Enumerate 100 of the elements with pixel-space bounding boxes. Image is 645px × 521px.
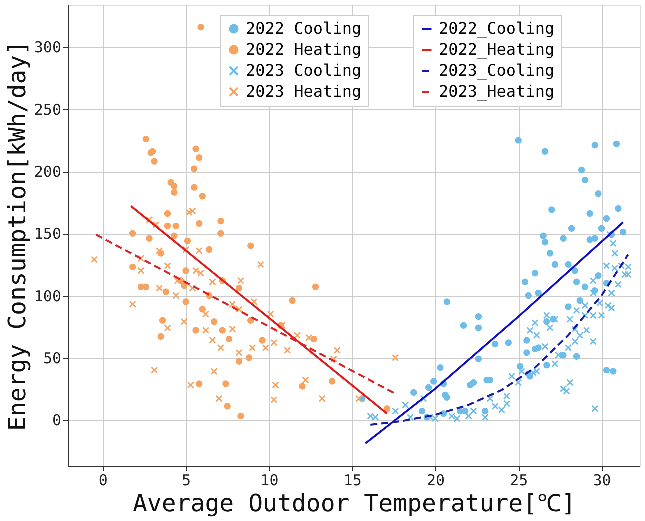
point (142, 136, 150, 143)
point (192, 327, 200, 334)
point (209, 337, 216, 344)
point (142, 284, 150, 290)
line-series (364, 221, 624, 445)
x-tick-label: 0 (98, 472, 108, 490)
point (284, 347, 291, 354)
point (329, 378, 336, 385)
point (229, 326, 236, 333)
point (216, 396, 223, 402)
point (356, 396, 362, 402)
point (334, 347, 341, 354)
y-axis-title: Energy Consumption[kWh/day] (3, 40, 32, 432)
legend-label: 2023 Heating (246, 82, 362, 101)
point (218, 344, 224, 352)
point (238, 412, 244, 420)
point (199, 306, 206, 313)
point (196, 220, 203, 228)
point (182, 268, 190, 274)
point (259, 337, 266, 344)
point (202, 311, 210, 318)
point (270, 396, 278, 404)
point (192, 268, 200, 274)
point (164, 262, 172, 270)
y-tick-label: 50 (43, 349, 62, 368)
point (171, 189, 178, 196)
x-tick-label: 20 (426, 472, 446, 490)
point (202, 327, 210, 334)
legend-label: 2022_Heating (439, 40, 555, 59)
point (238, 278, 244, 284)
point (236, 284, 243, 292)
point (249, 344, 256, 352)
y-tick-label: 250 (34, 100, 62, 119)
legend-label: 2022 Cooling (246, 19, 362, 38)
point (384, 405, 391, 412)
y-tick-label: 300 (34, 38, 62, 57)
y-tick-label: 0 (52, 412, 62, 430)
x-tick-label: 10 (260, 472, 279, 490)
point (192, 146, 200, 152)
point (172, 222, 180, 230)
point (196, 380, 203, 388)
point (159, 317, 166, 324)
point (218, 230, 224, 237)
point (294, 332, 301, 339)
point (209, 278, 216, 286)
y-tick-label: 150 (34, 225, 62, 244)
x-axis-title: Average Outdoor Temperature[℃] (132, 490, 576, 518)
point (196, 154, 203, 162)
point (229, 301, 236, 308)
legend-label: 2022_Cooling (439, 19, 555, 38)
x-tick-label: 25 (510, 472, 528, 490)
point (191, 184, 198, 192)
point (222, 380, 230, 388)
point (312, 284, 320, 290)
point (236, 306, 243, 313)
x-tick-label: 30 (593, 472, 612, 490)
point (299, 383, 306, 390)
point (219, 327, 226, 334)
point (164, 210, 172, 218)
point (91, 256, 98, 264)
point (146, 235, 153, 242)
point (218, 218, 224, 225)
point (182, 298, 190, 306)
point (164, 324, 172, 332)
point (302, 376, 310, 384)
point (289, 297, 296, 304)
point (181, 282, 188, 290)
point (262, 344, 270, 352)
point (129, 301, 136, 308)
point (151, 366, 158, 374)
point (210, 368, 218, 375)
point (310, 336, 318, 343)
point (270, 340, 278, 346)
legend-label: 2023_Cooling (439, 61, 555, 80)
legend-label: 2023 Cooling (246, 61, 362, 80)
point (191, 166, 198, 172)
point (319, 396, 326, 402)
point (158, 333, 164, 340)
legend-label: 2023_Heating (439, 82, 555, 101)
point (138, 268, 145, 274)
point (248, 242, 254, 250)
point (392, 354, 399, 362)
point (236, 350, 243, 356)
legend-label: 2022 Heating (246, 40, 362, 59)
point (198, 24, 204, 31)
point (129, 230, 136, 237)
point (206, 246, 213, 254)
point (258, 261, 264, 268)
point (189, 208, 196, 215)
point (198, 270, 204, 277)
point (156, 284, 163, 292)
x-tick-label: 15 (344, 472, 362, 490)
point (224, 403, 231, 410)
point (236, 358, 243, 365)
y-tick-label: 200 (34, 163, 62, 182)
point (210, 318, 218, 326)
x-tick-label: 5 (182, 472, 192, 490)
point (188, 382, 194, 389)
point (156, 248, 163, 254)
point (129, 264, 136, 271)
